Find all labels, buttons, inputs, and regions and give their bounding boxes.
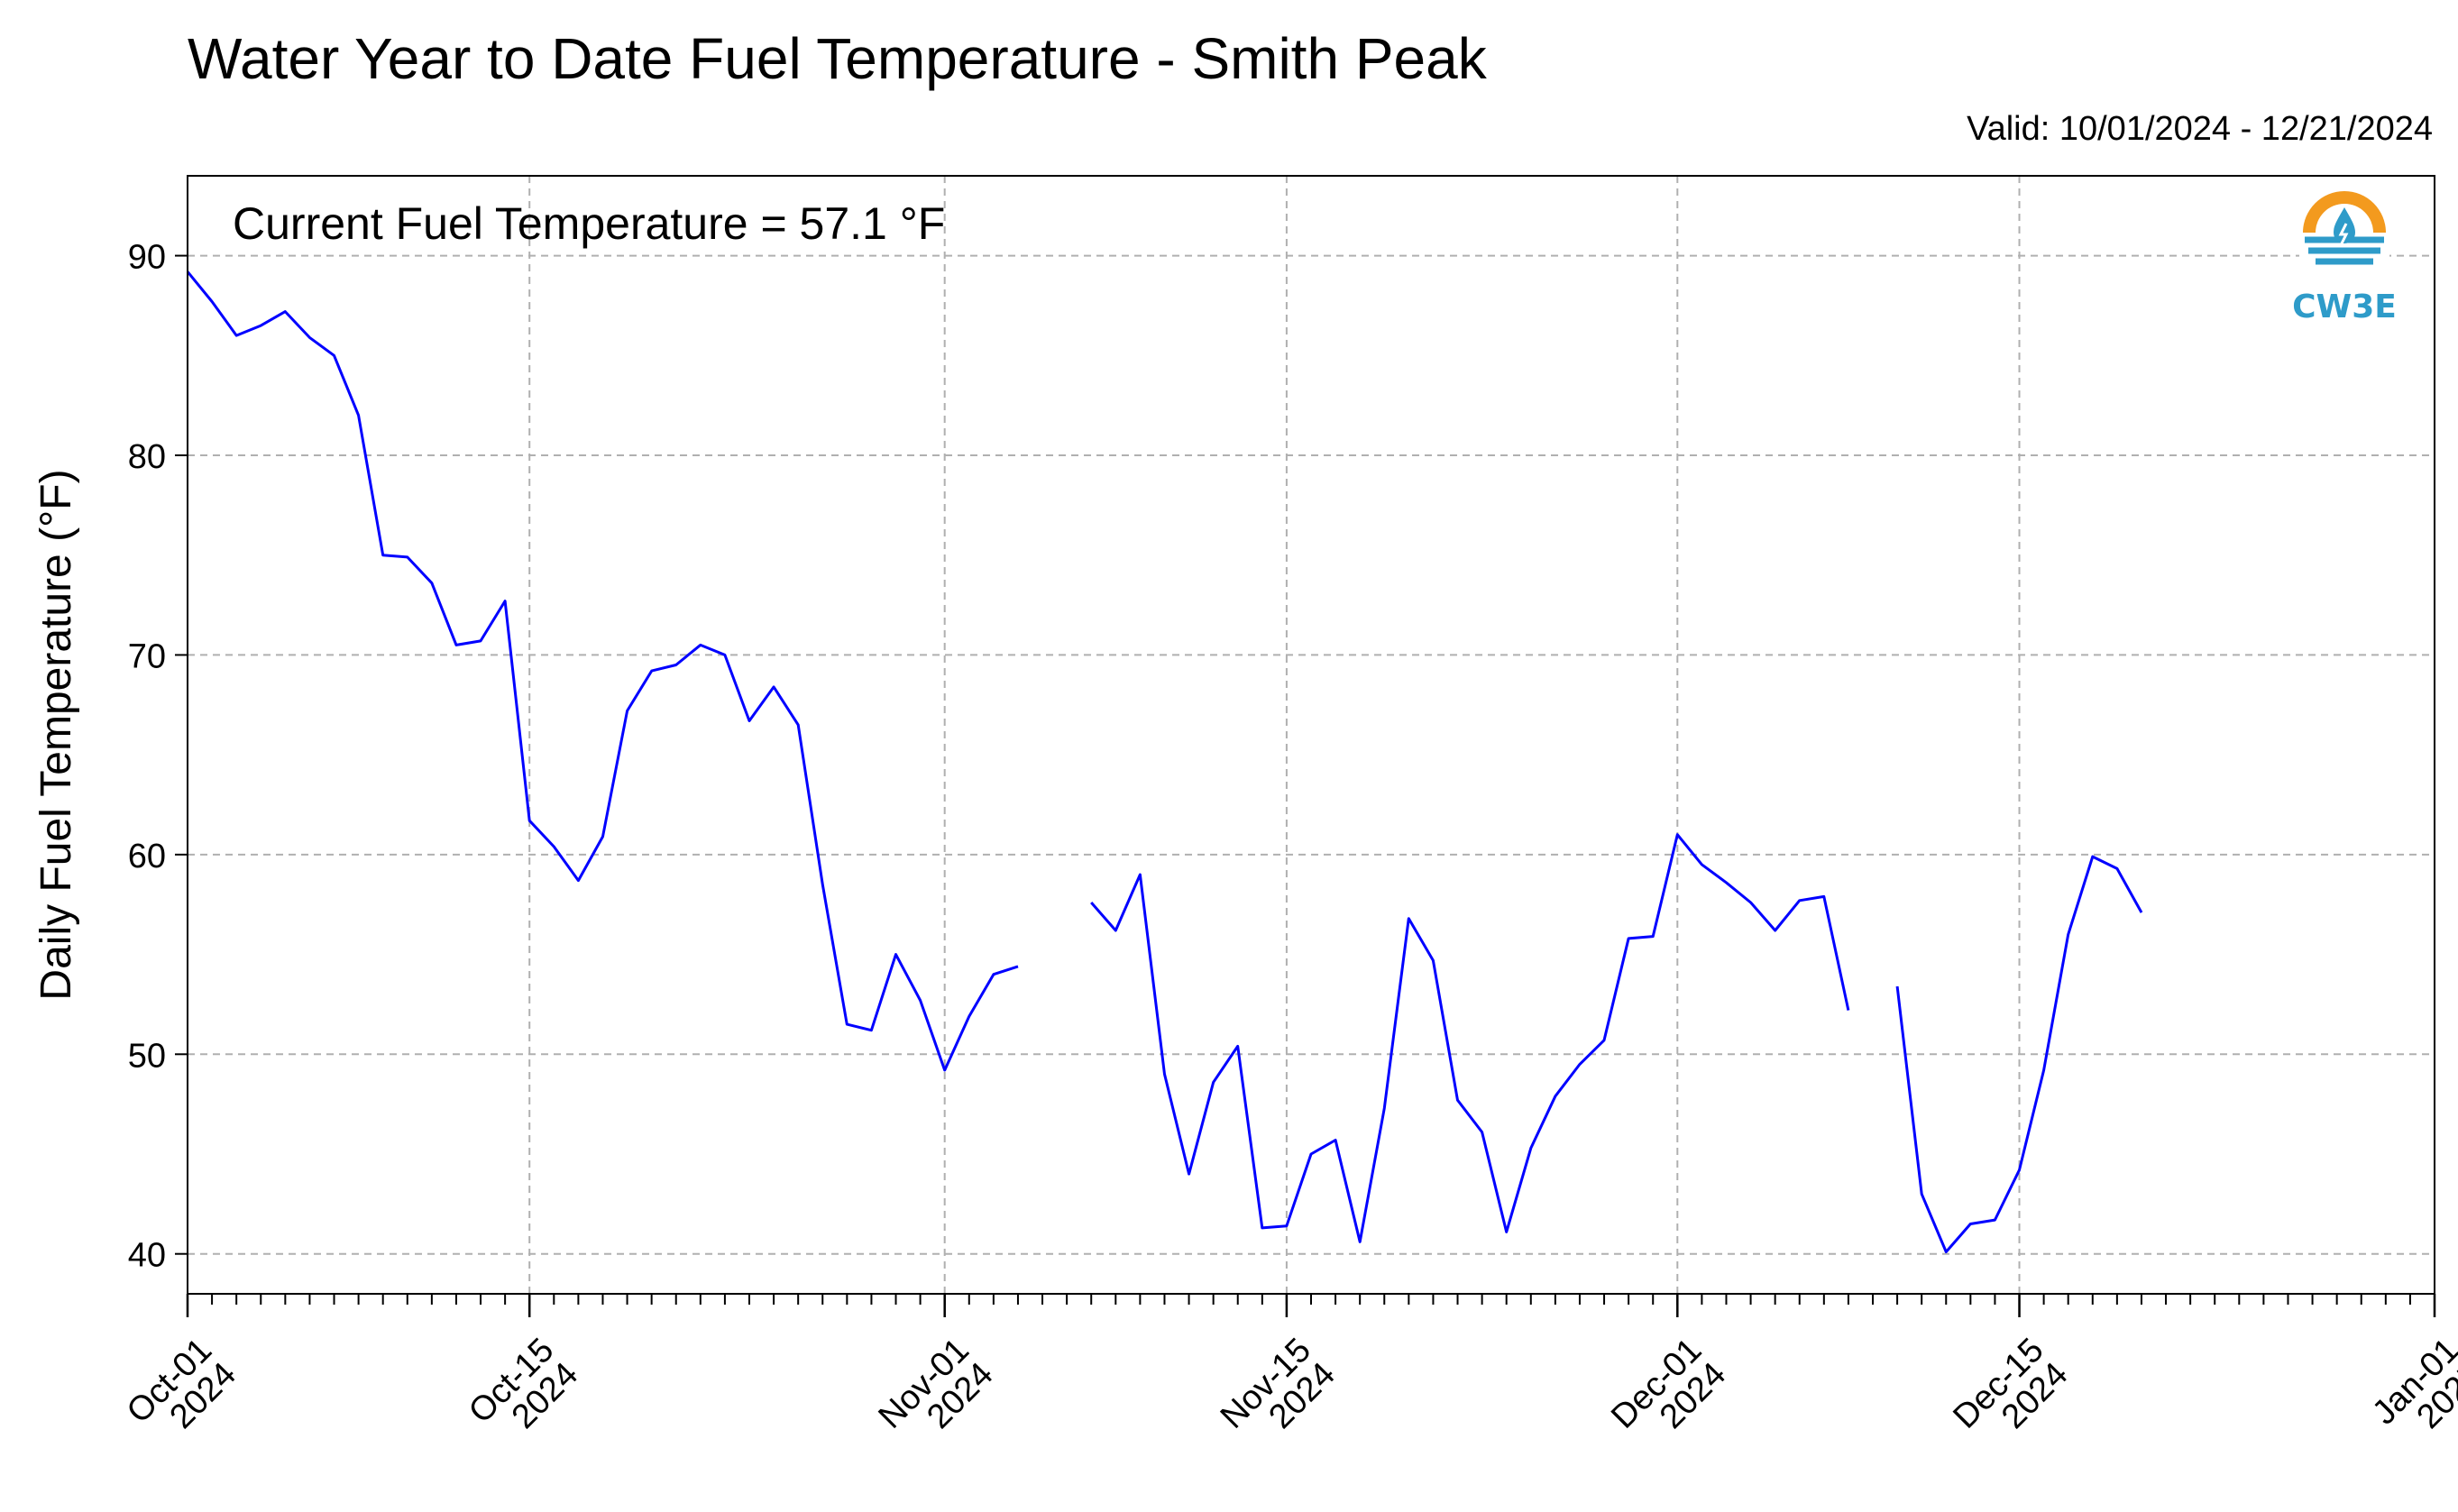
y-tick-label: 60 <box>128 838 166 875</box>
cw3e-logo-icon <box>2299 191 2389 278</box>
series-line-segment <box>186 270 1019 1072</box>
series-layer <box>186 270 2143 1253</box>
x-tick-label: Dec-152024 <box>1946 1331 2075 1460</box>
x-tick-label: Nov-152024 <box>1214 1331 1343 1460</box>
x-axis: Oct-012024 Oct-152024 Nov-012024 Nov-152024… <box>120 1294 2458 1460</box>
y-axis: 40 50 60 70 80 90 <box>128 239 188 1275</box>
y-tick-label: 80 <box>128 438 166 476</box>
logo-text: CW3E <box>2292 289 2397 325</box>
series-line-segment <box>1895 855 2143 1253</box>
chart-title: Water Year to Date Fuel Temperature - Sm… <box>188 26 1487 91</box>
x-tick-label: Jan-012025 <box>2365 1331 2458 1456</box>
y-axis-label: Daily Fuel Temperature (°F) <box>32 469 80 1000</box>
y-tick-label: 90 <box>128 239 166 277</box>
x-tick-label: Dec-012024 <box>1604 1331 1733 1460</box>
y-tick-label: 40 <box>128 1237 166 1275</box>
valid-range: Valid: 10/01/2024 - 12/21/2024 <box>1967 110 2433 148</box>
series-line-segment <box>1090 833 1850 1243</box>
grid-lines <box>187 176 2435 1294</box>
x-tick-label: Oct-012024 <box>120 1331 243 1454</box>
plot-frame <box>187 175 2435 1295</box>
x-tick-label: Nov-012024 <box>872 1331 1001 1460</box>
current-fuel-temperature-annotation: Current Fuel Temperature = 57.1 °F <box>233 198 945 249</box>
y-tick-label: 50 <box>128 1037 166 1075</box>
y-tick-label: 70 <box>128 637 166 675</box>
x-tick-label: Oct-152024 <box>462 1331 585 1454</box>
